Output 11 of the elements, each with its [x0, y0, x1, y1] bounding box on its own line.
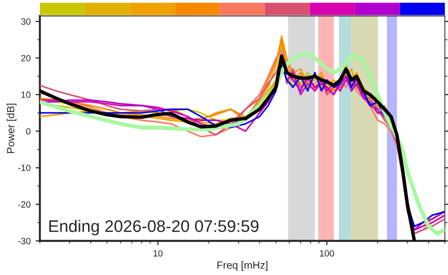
y-tick-label: -30 [18, 238, 30, 244]
y-tick-label: -20 [18, 201, 30, 208]
y-tick-label: 30 [21, 18, 30, 25]
y-tick-label: -10 [18, 164, 30, 172]
x-tick-label: 100 [320, 250, 334, 257]
x-axis-title: Freq [mHz] [217, 261, 268, 271]
y-tick-label: 20 [21, 54, 30, 62]
annotation: Ending 2026-08-20 07:59:59 [49, 220, 258, 236]
y-tick-label: 10 [21, 92, 30, 98]
y-tick-label: 0 [26, 128, 30, 135]
y-axis-title: Power [dB] [6, 104, 16, 154]
